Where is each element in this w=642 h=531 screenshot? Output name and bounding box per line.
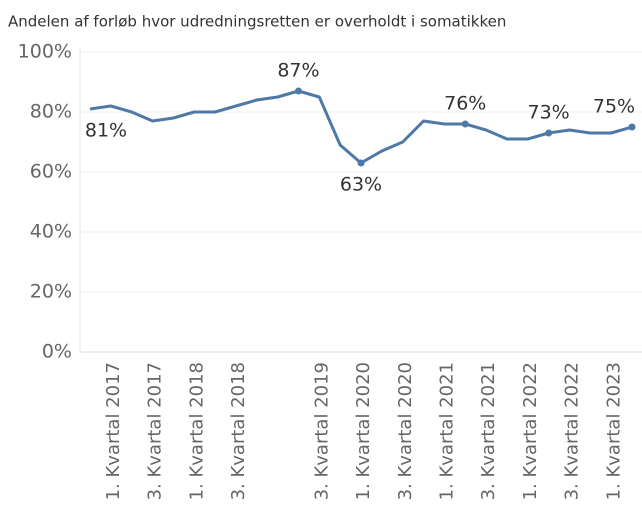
point	[628, 123, 636, 131]
point	[461, 120, 469, 128]
y-tick-label: 100%	[18, 41, 72, 63]
y-tick-label: 80%	[30, 101, 72, 123]
x-tick-label: 3. Kvartal 2022	[562, 362, 583, 500]
x-tick-label: 3. Kvartal 2019	[311, 362, 332, 500]
point	[545, 129, 553, 137]
y-tick-label: 0%	[42, 341, 72, 363]
point	[294, 87, 302, 95]
y-tick-label: 20%	[30, 281, 72, 303]
point	[357, 159, 365, 167]
x-tick-label: 3. Kvartal 2021	[478, 362, 499, 500]
x-tick-label: 1. Kvartal 2023	[603, 362, 624, 500]
x-tick-label: 1. Kvartal 2018	[186, 362, 207, 500]
x-tick-label: 3. Kvartal 2018	[228, 362, 249, 500]
x-tick-label: 1. Kvartal 2020	[353, 362, 374, 500]
x-tick-label: 1. Kvartal 2022	[520, 362, 541, 500]
value-label: 73%	[527, 102, 569, 124]
x-tick-label: 3. Kvartal 2020	[395, 362, 416, 500]
y-tick-label: 60%	[30, 161, 72, 183]
x-tick-label: 1. Kvartal 2021	[437, 362, 458, 500]
value-label: 63%	[340, 174, 382, 196]
x-tick-label: 3. Kvartal 2017	[145, 362, 166, 500]
value-label: 75%	[593, 96, 635, 118]
x-tick-label: 1. Kvartal 2017	[103, 362, 124, 500]
chart-title: Andelen af forløb hvor udredningsretten …	[8, 13, 506, 31]
value-label: 76%	[444, 93, 486, 115]
y-tick-label: 40%	[30, 221, 72, 243]
value-label: 81%	[85, 120, 127, 142]
value-label: 87%	[277, 60, 319, 82]
